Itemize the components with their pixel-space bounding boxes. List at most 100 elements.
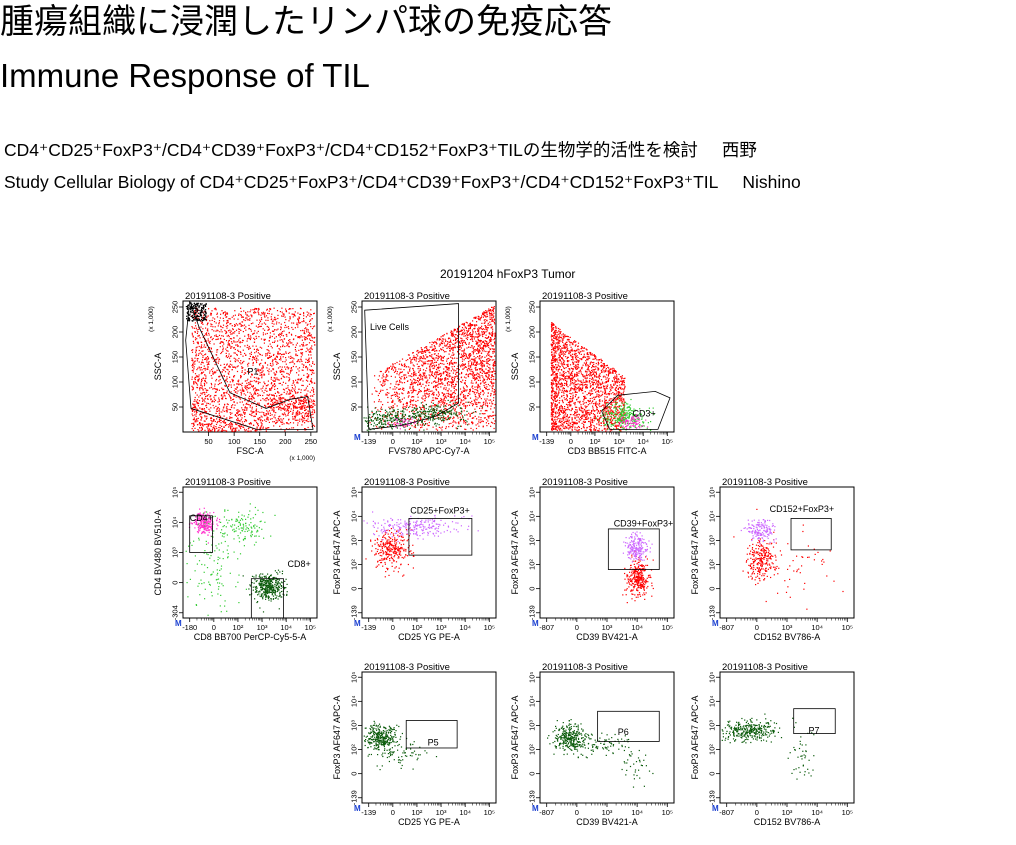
- flow-plot-svg-p8: 20191108-3 Positive P5 -139 0 10² 10³ 10⁴ 10⁵ -1…: [332, 662, 497, 827]
- gate-cd4-[interactable]: [189, 515, 213, 553]
- y-tick-label: 10²: [528, 744, 537, 755]
- x-tick-label: 10³: [614, 437, 625, 446]
- axis-marker-icon: M: [354, 619, 361, 628]
- y-axis-label: SSC-A: [332, 353, 342, 381]
- flow-plot-svg-p2: 20191108-3 Positive Live Cells -139 0 10² 10³…: [327, 291, 497, 456]
- x-tick-label: 10³: [436, 808, 447, 817]
- gate-cd25-foxp3-[interactable]: [408, 518, 473, 556]
- plot-frame: [182, 300, 318, 433]
- x-tick-label: 10⁴: [811, 623, 823, 632]
- flow-plot-svg-p10: 20191108-3 Positive P7 -807 0 10³ 10⁴ 10⁵ -139 0…: [690, 662, 855, 827]
- y-tick-label: 10⁵: [708, 672, 717, 683]
- flow-plot-svg-p1: 20191108-3 Positive P1 50 100 150 200 250 50 100…: [148, 291, 318, 462]
- y-tick-label: 0: [350, 587, 359, 591]
- y-axis-label: FoxP3 AF647 APC-A: [332, 695, 342, 779]
- gate-label: P7: [808, 726, 819, 736]
- y-tick-label: -304: [171, 605, 180, 620]
- y-tick-label: 10⁵: [350, 672, 359, 683]
- plot-frame: [719, 671, 855, 804]
- x-axis-label: CD39 BV421-A: [576, 632, 638, 642]
- gate-p1[interactable]: [185, 300, 314, 430]
- flow-plot-p9: 20191108-3 Positive P6 -807 0 10³ 10⁴ 10⁵ -139 0…: [502, 660, 680, 835]
- y-tick-label: 10⁴: [350, 696, 359, 708]
- x-tick-label: 0: [575, 808, 579, 817]
- x-axis-label: CD25 YG PE-A: [398, 632, 460, 642]
- x-tick-label: -180: [182, 623, 197, 632]
- x-tick-label: 10³: [436, 437, 447, 446]
- y-tick-label: 10²: [350, 744, 359, 755]
- y-axis-label: FoxP3 AF647 APC-A: [510, 510, 520, 594]
- gate-label: Live Cells: [370, 322, 410, 332]
- y-tick-label: 150: [350, 351, 359, 364]
- event-dots: [185, 503, 288, 616]
- flow-plot-p5: 20191108-3 Positive CD25+FoxP3+ -139 0 10² 10…: [324, 475, 502, 650]
- gate-label: CD4+: [190, 513, 213, 523]
- flow-plot-svg-p7: 20191108-3 Positive CD152+FoxP3+ -807 0 10³ 1…: [690, 477, 855, 642]
- gate-p7[interactable]: [793, 708, 836, 734]
- y-scale-label: (x 1,000): [327, 306, 334, 332]
- y-tick-label: 10³: [171, 547, 180, 558]
- gate-cd152-foxp3-[interactable]: [790, 518, 832, 551]
- y-tick-label: 10³: [528, 535, 537, 546]
- x-tick-label: 10²: [412, 808, 423, 817]
- y-tick-label: 10²: [708, 744, 717, 755]
- x-tick-label: 10²: [233, 623, 244, 632]
- y-tick-label: 200: [350, 326, 359, 339]
- y-tick-label: 250: [528, 301, 537, 314]
- flow-plot-p6: 20191108-3 Positive CD39+FoxP3+ -807 0 10³ 10…: [502, 475, 680, 650]
- x-tick-label: -139: [361, 808, 376, 817]
- x-tick-label: 10⁵: [842, 623, 853, 632]
- gate-label: CD152+FoxP3+: [770, 504, 835, 514]
- x-axis-label: CD3 BB515 FITC-A: [567, 446, 646, 456]
- subtitle-jp-markers: CD4⁺CD25⁺FoxP3⁺/CD4⁺CD39⁺FoxP3⁺/CD4⁺CD15…: [4, 140, 523, 160]
- gate-cd39-foxp3-[interactable]: [607, 528, 660, 570]
- gate-live-cells[interactable]: [364, 303, 459, 430]
- y-tick-label: -139: [528, 605, 537, 620]
- y-axis-label: SSC-A: [510, 353, 520, 381]
- y-tick-label: 10⁵: [350, 487, 359, 498]
- subtitle-en-author: Nishino: [742, 172, 801, 192]
- flow-plot-svg-p3: 20191108-3 Positive CD3+ -139 0 10² 10³ 10⁴ 10⁵…: [505, 291, 675, 456]
- flow-plot-svg-p4: 20191108-3 Positive CD4+ CD8+ -180 0 10² 10³ 10…: [153, 477, 318, 642]
- gate-label: CD8+: [288, 559, 311, 569]
- y-tick-label: 10⁵: [528, 487, 537, 498]
- y-tick-label: 0: [171, 581, 180, 585]
- y-tick-label: 100: [350, 376, 359, 389]
- gate-cd3-[interactable]: [601, 390, 671, 430]
- y-axis-label: CD4 BV480 BV510-A: [153, 509, 163, 595]
- y-tick-label: 10⁴: [708, 696, 717, 708]
- x-tick-label: 10³: [257, 623, 268, 632]
- plot-title: 20191108-3 Positive: [542, 662, 628, 673]
- y-tick-label: 100: [171, 376, 180, 389]
- flow-plot-p10: 20191108-3 Positive P7 -807 0 10³ 10⁴ 10⁵ -139 0…: [682, 660, 860, 835]
- gate-p6[interactable]: [597, 710, 660, 742]
- flow-plot-svg-p6: 20191108-3 Positive CD39+FoxP3+ -807 0 10³ 10…: [510, 477, 675, 642]
- x-tick-label: 10³: [602, 623, 613, 632]
- flow-plot-svg-p5: 20191108-3 Positive CD25+FoxP3+ -139 0 10² 10…: [332, 477, 497, 642]
- x-tick-label: -807: [539, 808, 554, 817]
- y-tick-label: 250: [350, 301, 359, 314]
- y-tick-label: -139: [350, 790, 359, 805]
- subtitle-en: Study Cellular Biology of CD4⁺CD25⁺FoxP3…: [4, 170, 801, 194]
- gate-cd8-[interactable]: [250, 578, 284, 619]
- x-tick-label: 10²: [412, 437, 423, 446]
- x-tick-label: 10⁵: [662, 623, 673, 632]
- y-tick-label: 10⁴: [708, 511, 717, 523]
- y-tick-label: 10⁴: [171, 517, 180, 529]
- y-tick-label: 50: [528, 403, 537, 411]
- x-tick-label: 10⁴: [631, 623, 643, 632]
- y-tick-label: 10²: [528, 559, 537, 570]
- y-tick-label: 0: [708, 587, 717, 591]
- gate-label: P1: [247, 367, 258, 377]
- y-tick-label: -139: [708, 605, 717, 620]
- event-dots: [363, 720, 438, 771]
- y-axis-label: FoxP3 AF647 APC-A: [690, 510, 700, 594]
- plot-title: 20191108-3 Positive: [722, 662, 808, 673]
- flow-plot-p1: 20191108-3 Positive P1 50 100 150 200 250 50 100…: [145, 289, 323, 464]
- x-tick-label: 10⁵: [305, 623, 316, 632]
- gate-label: CD3+: [632, 408, 655, 418]
- axis-marker-icon: M: [354, 433, 361, 442]
- x-tick-label: 10³: [782, 623, 793, 632]
- gate-p5[interactable]: [405, 720, 458, 749]
- y-tick-label: 0: [708, 772, 717, 776]
